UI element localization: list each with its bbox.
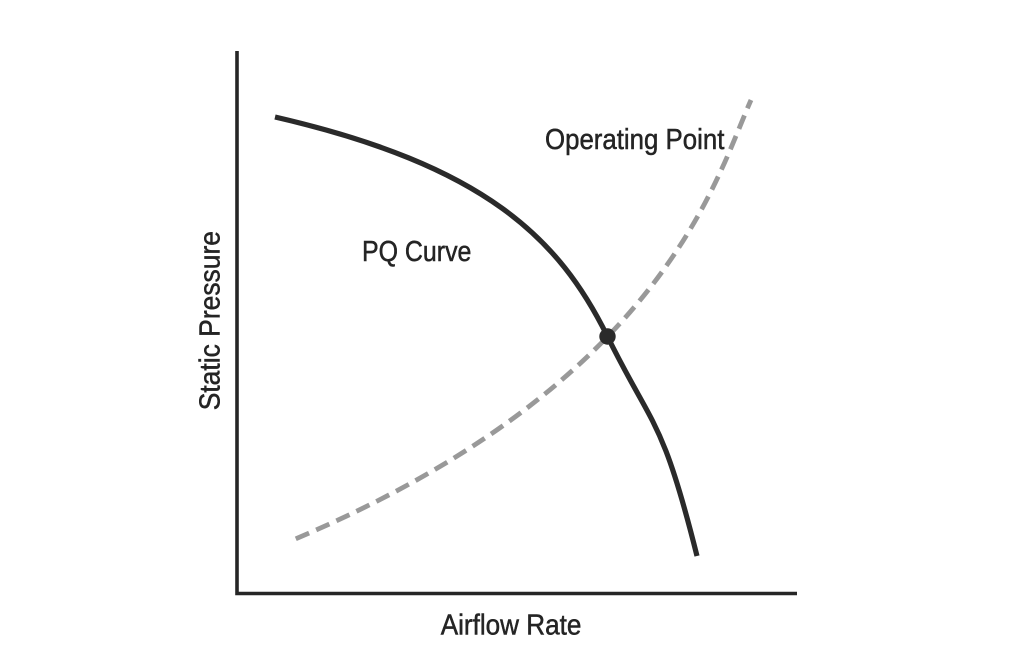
svg-text:Operating Point: Operating Point [545,124,724,156]
svg-text:Airflow Rate: Airflow Rate [441,609,582,641]
svg-text:PQ Curve: PQ Curve [362,236,471,268]
svg-text:Static Pressure: Static Pressure [195,231,227,410]
